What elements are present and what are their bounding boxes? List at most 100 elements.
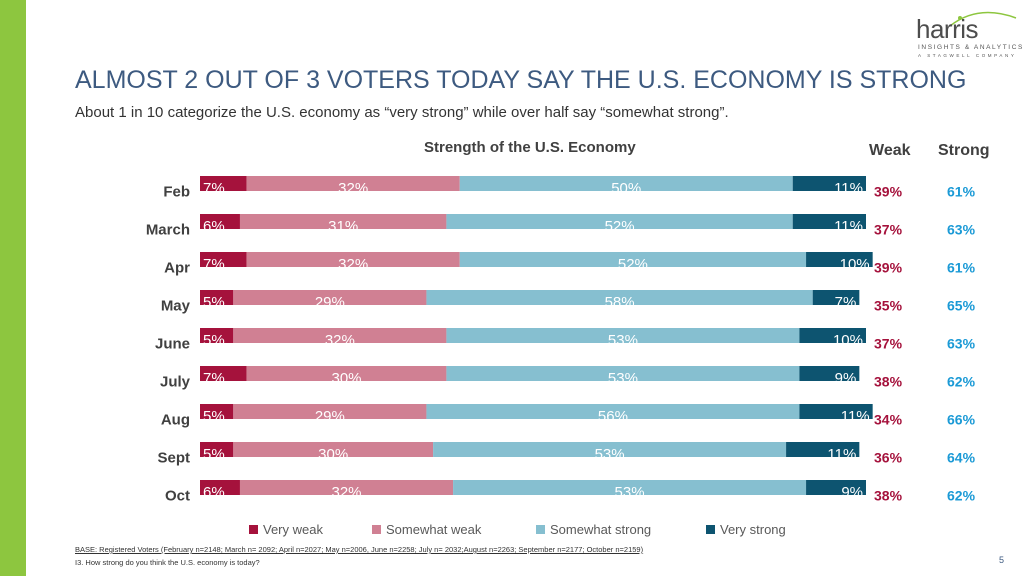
chart-title: Strength of the U.S. Economy: [424, 139, 636, 156]
legend-label: Very weak: [263, 522, 323, 537]
strong-total-label: 61%: [947, 184, 976, 200]
weak-column-header: Weak: [869, 142, 911, 159]
category-label: Sept: [157, 450, 190, 467]
bar-segment: [792, 214, 866, 229]
data-label: 31%: [328, 218, 358, 235]
category-label: Apr: [164, 260, 190, 277]
data-label: 10%: [833, 332, 863, 349]
data-label: 7%: [835, 294, 857, 311]
legend-item-somewhat-strong: Somewhat strong: [536, 522, 651, 537]
data-label: 11%: [834, 180, 863, 197]
data-label: 50%: [611, 180, 641, 197]
strong-total-label: 62%: [947, 374, 976, 390]
category-label: Oct: [165, 488, 190, 505]
strong-column-header: Strong: [938, 142, 990, 159]
bar-segment: [786, 442, 860, 457]
weak-total-label: 35%: [874, 298, 903, 314]
bar-segment: [459, 176, 793, 191]
data-label: 30%: [318, 446, 348, 463]
data-label: 52%: [618, 256, 648, 273]
data-label: 9%: [841, 484, 863, 501]
data-label: 5%: [203, 332, 225, 349]
category-label: June: [155, 336, 190, 353]
data-label: 11%: [827, 446, 856, 463]
strong-total-label: 62%: [947, 488, 976, 504]
bar-segment: [200, 252, 247, 267]
strong-total-label: 63%: [947, 222, 976, 238]
weak-total-label: 36%: [874, 450, 903, 466]
legend-item-very-weak: Very weak: [249, 522, 323, 537]
bar-segment: [200, 480, 240, 495]
weak-total-label: 34%: [874, 412, 903, 428]
bar-segment: [433, 442, 787, 457]
legend-swatch: [706, 525, 715, 534]
data-label: 6%: [203, 484, 225, 501]
legend-label: Somewhat weak: [386, 522, 482, 537]
page-subtitle: About 1 in 10 categorize the U.S. econom…: [75, 104, 729, 121]
bar-segment: [200, 214, 240, 229]
data-label: 7%: [203, 256, 225, 273]
data-label: 53%: [608, 370, 638, 387]
question-footnote: I3. How strong do you think the U.S. eco…: [75, 558, 260, 567]
bar-segment: [806, 480, 866, 495]
legend-swatch: [249, 525, 258, 534]
logo-tagline: INSIGHTS & ANALYTICS: [918, 44, 1024, 51]
bar-segment: [426, 290, 813, 305]
page-title: ALMOST 2 OUT OF 3 VOTERS TODAY SAY THE U…: [75, 66, 967, 94]
data-label: 53%: [595, 446, 625, 463]
category-label: May: [161, 298, 191, 315]
legend-swatch: [372, 525, 381, 534]
bar-segment: [799, 404, 873, 419]
data-label: 11%: [834, 218, 863, 235]
data-label: 32%: [338, 256, 368, 273]
bar-segment: [246, 366, 447, 381]
logo-arc-icon: [949, 11, 1017, 27]
bar-segment: [246, 176, 460, 191]
base-footnote: BASE: Registered Voters (February n=2148…: [75, 545, 644, 554]
data-label: 7%: [203, 180, 225, 197]
bar-segment: [233, 442, 434, 457]
bar-segment: [799, 366, 860, 381]
bar-segment: [453, 480, 807, 495]
strong-total-label: 66%: [947, 412, 976, 428]
strong-total-label: 65%: [947, 298, 976, 314]
legend-item-very-strong: Very strong: [706, 522, 786, 537]
bar-segment: [233, 404, 427, 419]
category-label: March: [146, 222, 190, 239]
data-label: 11%: [841, 408, 870, 425]
data-label: 5%: [203, 408, 225, 425]
bar-segment: [426, 404, 800, 419]
data-label: 53%: [615, 484, 645, 501]
data-label: 7%: [203, 370, 225, 387]
data-label: 10%: [840, 256, 870, 273]
bar-segment: [239, 480, 454, 495]
logo-wordmark: harris: [916, 14, 979, 44]
data-label: 52%: [605, 218, 635, 235]
bar-segment: [799, 328, 866, 343]
accent-bar: [0, 0, 26, 576]
bar-segment: [246, 252, 460, 267]
category-label: Feb: [163, 184, 190, 201]
weak-total-label: 39%: [874, 184, 903, 200]
bar-segment: [200, 290, 234, 305]
data-label: 29%: [315, 294, 345, 311]
legend-label: Somewhat strong: [550, 522, 652, 537]
bar-segment: [200, 442, 234, 457]
data-label: 9%: [835, 370, 857, 387]
category-label: Aug: [161, 412, 190, 429]
strong-total-label: 63%: [947, 336, 976, 352]
page-number: 5: [999, 555, 1005, 565]
data-label: 6%: [203, 218, 225, 235]
weak-total-label: 39%: [874, 260, 903, 276]
bar-segment: [812, 290, 860, 305]
data-label: 58%: [605, 294, 635, 311]
weak-total-label: 38%: [874, 374, 903, 390]
harris-logo: harris INSIGHTS & ANALYTICS A STAGWELL C…: [908, 8, 1022, 60]
legend-swatch: [536, 525, 545, 534]
data-label: 56%: [598, 408, 628, 425]
weak-total-label: 37%: [874, 222, 903, 238]
bar-segment: [233, 328, 447, 343]
data-label: 29%: [315, 408, 345, 425]
data-label: 5%: [203, 294, 225, 311]
